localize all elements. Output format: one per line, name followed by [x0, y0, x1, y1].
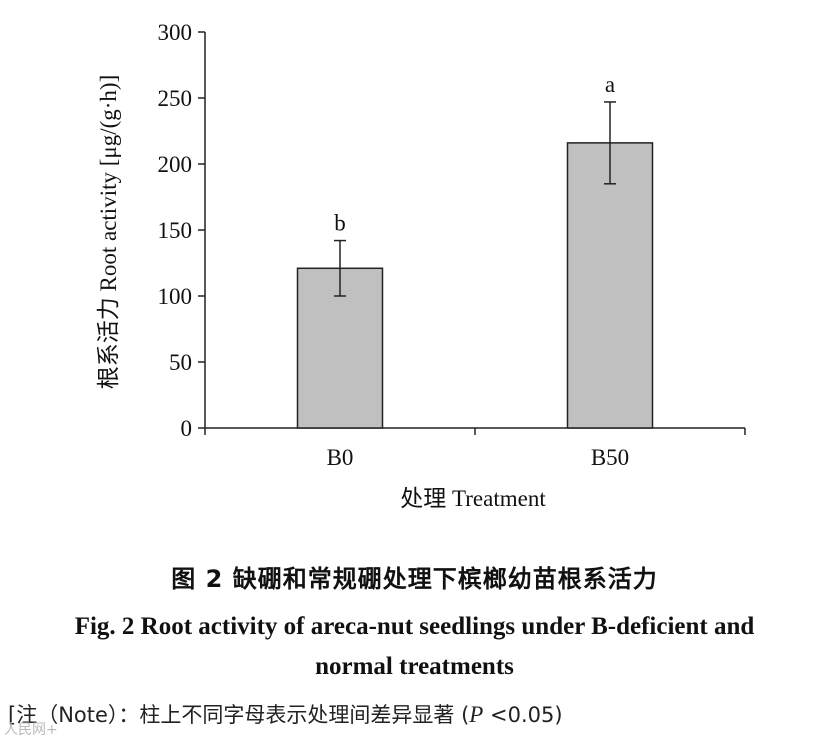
- caption-chinese: 图 2 缺硼和常规硼处理下槟榔幼苗根系活力: [171, 565, 658, 593]
- note-suffix: <0.05): [483, 703, 563, 727]
- watermark: 人民网+: [4, 722, 58, 738]
- significance-letter-B50: a: [605, 72, 615, 97]
- x-axis-label: 处理 Treatment: [400, 486, 546, 511]
- bar-chart: 0 50 100 150 200 250 300 b B0 a B50 根系活力 Root act…: [96, 20, 746, 511]
- y-axis-label: 根系活力 Root activity [μg/(g·h)]: [96, 75, 121, 389]
- y-tick-label: 150: [158, 218, 193, 243]
- y-tick-label: 100: [158, 284, 193, 309]
- x-axis: [204, 427, 746, 435]
- caption-english: Fig. 2 Root activity of areca-nut seedli…: [74, 613, 755, 680]
- y-tick-label: 50: [169, 350, 192, 375]
- y-tick-label: 250: [158, 86, 193, 111]
- significance-note: [注（Note）：柱上不同字母表示处理间差异显著 (P <0.05): [8, 699, 823, 729]
- y-tick-label: 0: [181, 416, 193, 441]
- bars: b B0 a B50: [296, 72, 654, 470]
- bar-B50: [566, 142, 654, 429]
- note-p-symbol: P: [469, 702, 484, 727]
- x-tick-label-B0: B0: [327, 445, 354, 470]
- y-tick-label: 200: [158, 152, 193, 177]
- note-prefix: [注（Note）：柱上不同字母表示处理间差异显著 (: [8, 703, 470, 727]
- x-tick-label-B50: B50: [591, 445, 629, 470]
- significance-letter-B0: b: [334, 211, 346, 236]
- y-axis: 0 50 100 150 200 250 300: [158, 20, 206, 441]
- y-tick-label: 300: [158, 20, 193, 45]
